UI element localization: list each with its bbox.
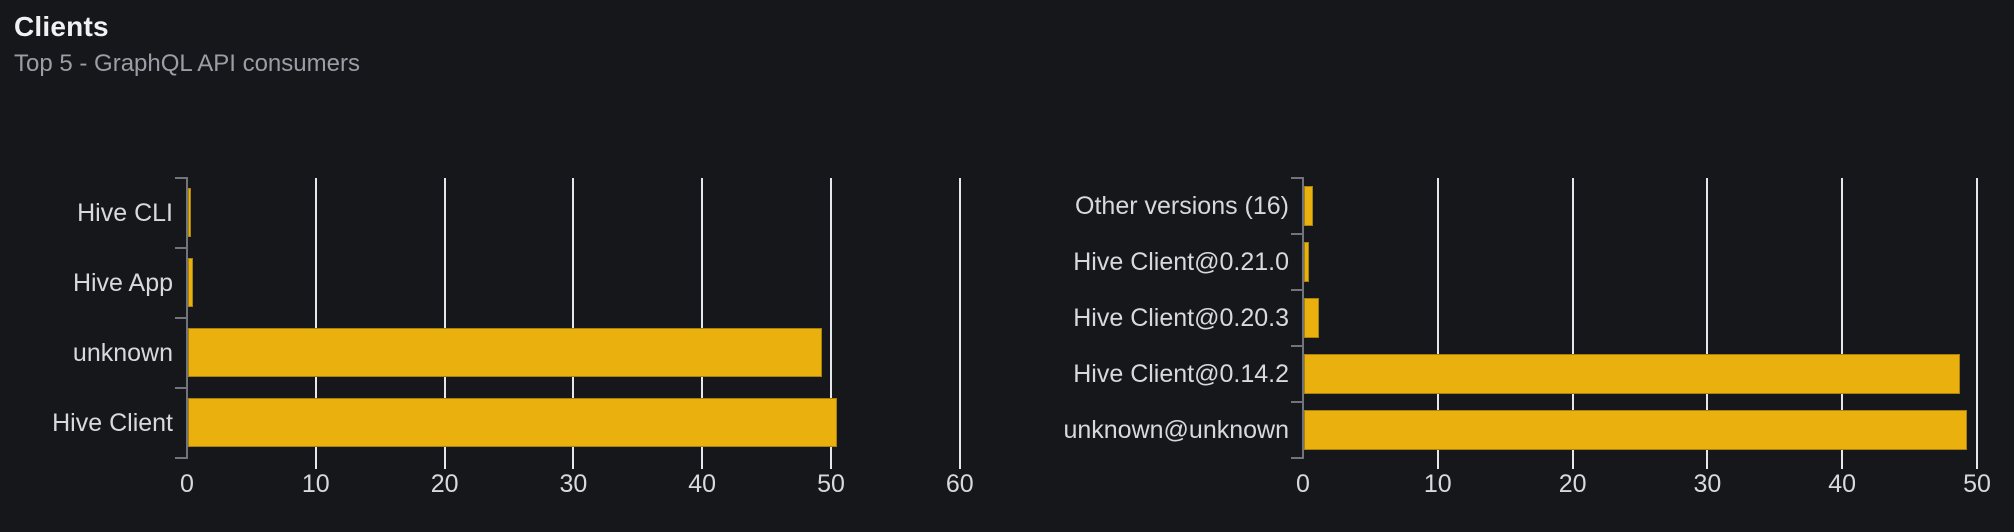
y-axis-line [1302, 177, 1304, 459]
x-tick-label-10: 10 [1423, 470, 1452, 498]
y-axis-tick-0 [1291, 177, 1302, 179]
x-tick-label-10: 10 [301, 470, 330, 498]
category-label-hive-client: Hive Client [52, 408, 173, 437]
x-axis-tick-50 [1976, 458, 1978, 469]
category-label-hive-client-0-20-3: Hive Client@0.20.3 [1073, 303, 1289, 332]
category-label-unknown: unknown [72, 338, 173, 367]
y-axis-tick-4 [1291, 401, 1302, 403]
panel-subtitle: Top 5 - GraphQL API consumers [14, 50, 360, 77]
x-tick-label-40: 40 [688, 470, 717, 498]
bar-hive-client-0-20-3[interactable] [1304, 298, 1319, 338]
x-axis-tick-20 [1571, 458, 1574, 469]
gridline-x20 [1571, 178, 1574, 458]
y-axis-tick-5 [1291, 457, 1302, 459]
x-tick-label-0: 0 [1296, 470, 1310, 498]
y-axis-tick-2 [175, 317, 186, 319]
panel-title: Clients [14, 11, 109, 42]
gridline-x20 [443, 178, 446, 458]
category-label-unknown-unknown: unknown@unknown [1063, 415, 1289, 444]
panel-header: Clients Top 5 - GraphQL API consumers [14, 10, 360, 79]
category-label-hive-client-0-21-0: Hive Client@0.21.0 [1073, 247, 1289, 276]
x-tick-label-50: 50 [817, 470, 845, 498]
gridline-x40 [1841, 178, 1844, 458]
gridline-x50 [1976, 178, 1978, 458]
x-axis-tick-60 [958, 458, 961, 469]
x-tick-label-0: 0 [180, 470, 194, 498]
y-axis-tick-0 [175, 177, 186, 179]
gridline-x10 [1436, 178, 1439, 458]
y-axis-tick-1 [175, 247, 186, 249]
category-label-hive-client-0-14-2: Hive Client@0.14.2 [1073, 359, 1289, 388]
x-axis-tick-20 [443, 458, 446, 469]
x-tick-label-40: 40 [1828, 470, 1857, 498]
x-tick-label-20: 20 [430, 470, 459, 498]
y-axis-line [186, 177, 188, 459]
bar-unknown-unknown[interactable] [1304, 410, 1968, 450]
x-axis-tick-30 [572, 458, 575, 469]
x-axis-tick-10 [1436, 458, 1439, 469]
x-tick-label-30: 30 [1693, 470, 1722, 498]
gridline-x30 [1706, 178, 1709, 458]
gridline-x10 [314, 178, 317, 458]
gridline-x50 [830, 178, 832, 458]
gridline-x40 [701, 178, 704, 458]
x-axis-tick-30 [1706, 458, 1709, 469]
x-tick-label-60: 60 [945, 470, 974, 498]
x-axis-tick-40 [1841, 458, 1844, 469]
gridline-x30 [572, 178, 575, 458]
y-axis-tick-1 [1291, 233, 1302, 235]
y-axis-tick-4 [175, 457, 186, 459]
category-label-other-versions-16: Other versions (16) [1075, 191, 1289, 220]
x-tick-label-30: 30 [559, 470, 588, 498]
x-tick-label-50: 50 [1963, 470, 1991, 498]
bar-unknown[interactable] [188, 328, 822, 377]
bar-hive-app[interactable] [188, 258, 194, 307]
x-tick-label-20: 20 [1558, 470, 1587, 498]
x-axis-tick-40 [701, 458, 704, 469]
bar-hive-client[interactable] [188, 398, 838, 447]
gridline-x60 [958, 178, 961, 458]
bar-hive-client-0-21-0[interactable] [1304, 242, 1310, 282]
y-axis-tick-3 [175, 387, 186, 389]
bar-hive-client-0-14-2[interactable] [1304, 354, 1961, 394]
bar-hive-cli[interactable] [188, 188, 191, 237]
category-label-hive-app: Hive App [72, 268, 173, 297]
x-axis-tick-10 [314, 458, 317, 469]
x-axis-tick-50 [830, 458, 832, 469]
y-axis-tick-2 [1291, 289, 1302, 291]
bar-other-versions-16[interactable] [1304, 186, 1314, 226]
category-label-hive-cli: Hive CLI [77, 198, 173, 227]
y-axis-tick-3 [1291, 345, 1302, 347]
